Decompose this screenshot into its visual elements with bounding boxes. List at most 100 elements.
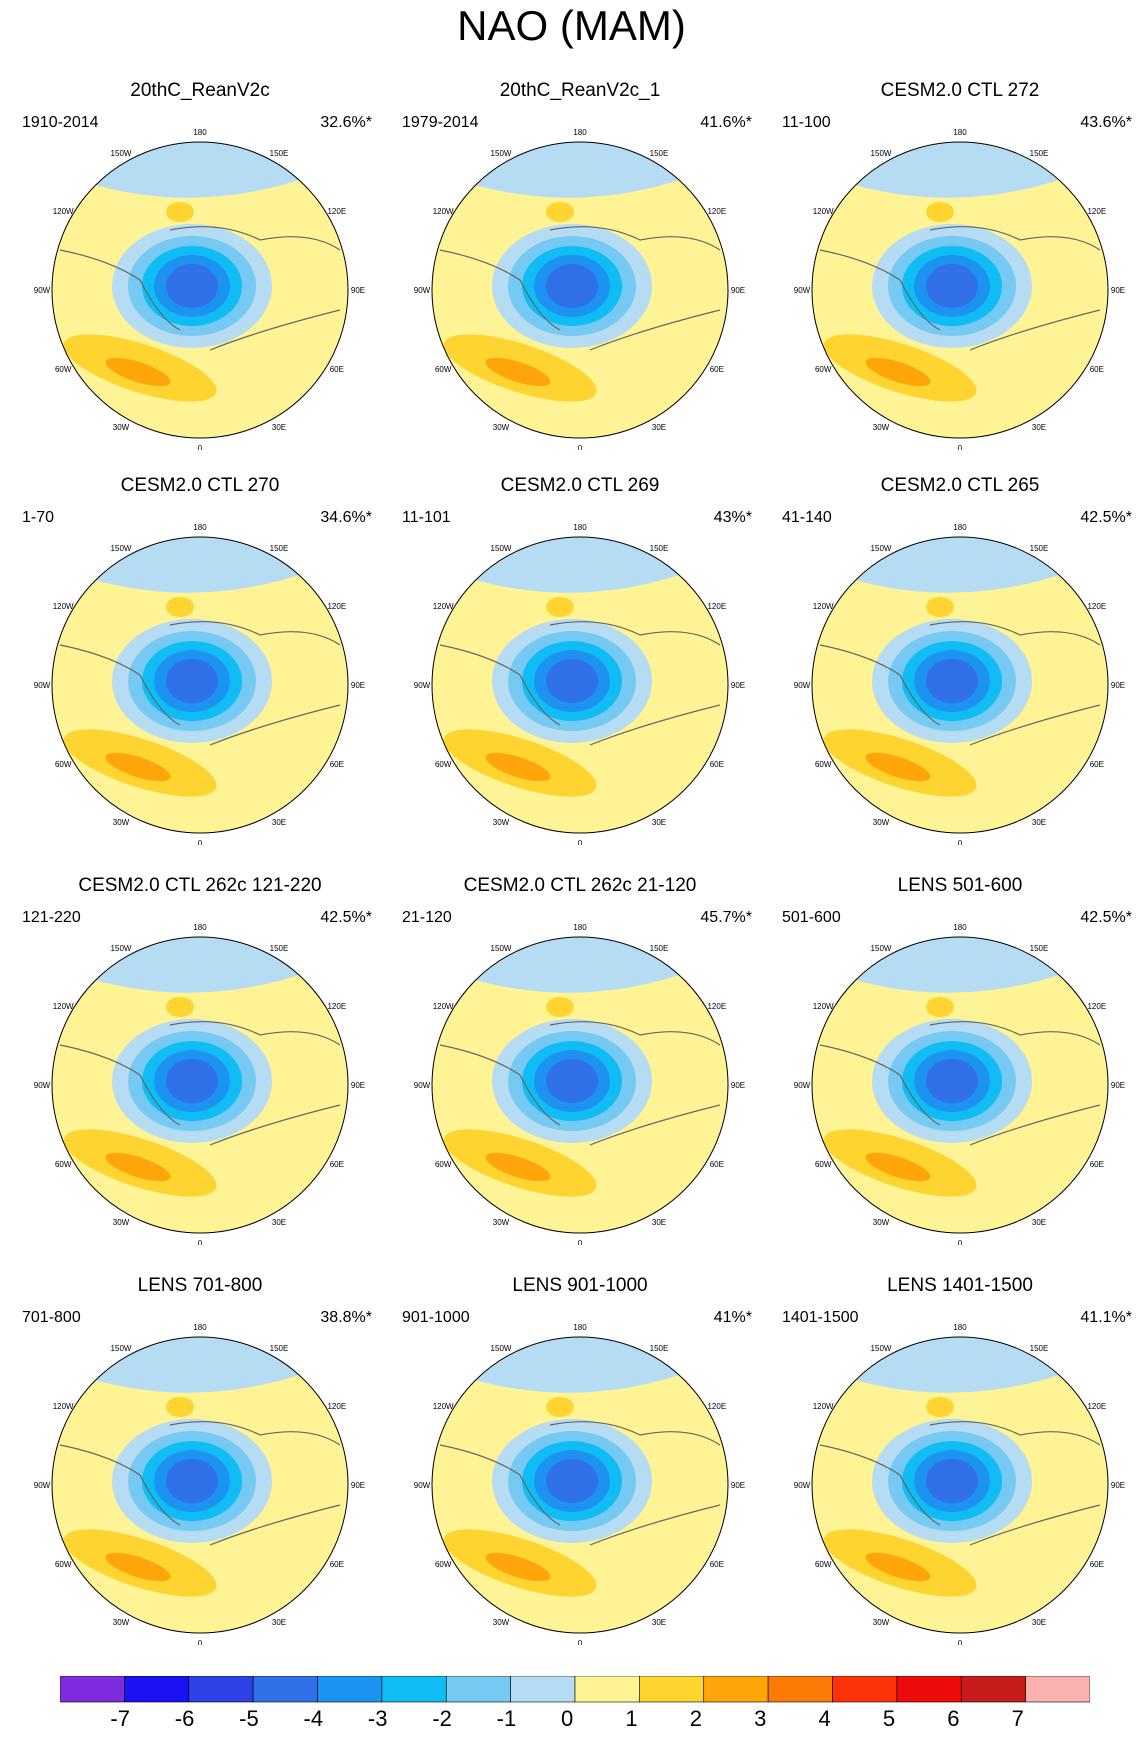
longitude-label: 60E — [710, 365, 724, 374]
colorbar-swatch — [60, 1676, 125, 1703]
longitude-label: 60W — [55, 1560, 72, 1569]
longitude-label: 180 — [573, 128, 587, 137]
longitude-label: 60W — [815, 1560, 832, 1569]
longitude-label: 180 — [193, 523, 207, 532]
longitude-label: 120E — [707, 602, 726, 611]
longitude-label: 30W — [493, 818, 510, 827]
longitude-label: 0 — [578, 839, 583, 845]
longitude-label: 120E — [1087, 602, 1106, 611]
pacific-high-contour — [926, 202, 954, 222]
panel-title: 20thC_ReanV2c — [130, 80, 270, 101]
longitude-label: 30W — [493, 1218, 510, 1227]
pacific-high-contour — [166, 1397, 194, 1417]
pacific-high-contour — [926, 597, 954, 617]
longitude-label: 150E — [270, 944, 289, 953]
arctic-low-contour — [546, 659, 598, 703]
map-border — [51, 1336, 349, 1634]
longitude-label: 30W — [113, 1618, 130, 1627]
longitude-label: 150E — [1030, 944, 1049, 953]
arctic-low-contour — [546, 264, 598, 308]
longitude-label: 60E — [1090, 760, 1104, 769]
map-border — [811, 141, 1109, 439]
map-border — [431, 1336, 729, 1634]
map-border — [811, 936, 1109, 1234]
colorbar-swatch — [960, 1676, 1026, 1703]
longitude-label: 90E — [351, 1481, 365, 1490]
polar-map: 180 150W 150E 120W 120E 90W 90E 60W 60E 30W 30E 0 — [794, 523, 1125, 845]
panel-explained-variance: 41.6%* — [700, 114, 752, 131]
pacific-high-contour — [166, 202, 194, 222]
atlantic-high-core — [105, 1152, 171, 1182]
panel-years: 21-120 — [402, 909, 452, 926]
longitude-label: 0 — [578, 1639, 583, 1645]
longitude-label: 0 — [958, 1639, 963, 1645]
longitude-label: 150W — [111, 944, 132, 953]
map-border — [51, 536, 349, 834]
longitude-label: 90E — [1111, 1081, 1125, 1090]
polar-map: 180 150W 150E 120W 120E 90W 90E 60W 60E 30W 30E 0 — [794, 128, 1125, 450]
longitude-label: 90E — [1111, 681, 1125, 690]
panel-title: LENS 501-600 — [897, 875, 1023, 896]
longitude-label: 150W — [491, 149, 512, 158]
longitude-label: 120E — [707, 207, 726, 216]
figure-title: NAO (MAM) — [457, 2, 686, 49]
longitude-label: 180 — [193, 128, 207, 137]
longitude-label: 90W — [794, 1081, 811, 1090]
colorbar-swatch — [767, 1676, 833, 1703]
longitude-label: 60E — [1090, 1160, 1104, 1169]
longitude-label: 60E — [1090, 365, 1104, 374]
longitude-label: 120E — [1087, 1002, 1106, 1011]
longitude-label: 90E — [731, 286, 745, 295]
longitude-label: 150W — [871, 149, 892, 158]
longitude-label: 0 — [958, 1239, 963, 1245]
colorbar-swatch — [188, 1676, 254, 1703]
longitude-label: 120E — [327, 1402, 346, 1411]
colorbar-tick: -2 — [432, 1706, 452, 1731]
panel-explained-variance: 42.5%* — [1080, 509, 1132, 526]
longitude-label: 60W — [815, 365, 832, 374]
longitude-label: 60W — [815, 760, 832, 769]
panel-title: LENS 701-800 — [137, 1275, 263, 1296]
longitude-label: 0 — [198, 839, 203, 845]
longitude-label: 120W — [53, 207, 74, 216]
pacific-high-contour — [166, 597, 194, 617]
colorbar-tick: 6 — [947, 1706, 960, 1731]
longitude-label: 0 — [198, 1639, 203, 1645]
longitude-label: 30E — [272, 423, 286, 432]
colorbar-tick: 5 — [882, 1706, 896, 1731]
longitude-label: 60W — [435, 1160, 452, 1169]
longitude-label: 120W — [433, 602, 454, 611]
longitude-label: 90E — [731, 681, 745, 690]
panel-years: 1401-1500 — [782, 1309, 859, 1326]
arctic-low-contour — [166, 1459, 218, 1503]
longitude-label: 150W — [871, 1344, 892, 1353]
longitude-label: 30E — [652, 1218, 666, 1227]
panel-years: 901-1000 — [402, 1309, 470, 1326]
panel-explained-variance: 43%* — [713, 509, 752, 526]
longitude-label: 150E — [270, 544, 289, 553]
coastlines — [819, 1021, 1101, 1146]
longitude-label: 30W — [873, 1218, 890, 1227]
map-panel: LENS 501-600 501-600 42.5%* 180 150W 150E 120W… — [770, 875, 1143, 1270]
map-panel: CESM2.0 CTL 270 1-70 34.6%* 180 150W 150E 120W… — [10, 475, 390, 870]
longitude-label: 30E — [272, 1618, 286, 1627]
arctic-low-contour — [166, 264, 218, 308]
panel-title: CESM2.0 CTL 262c 21-120 — [463, 875, 697, 896]
longitude-label: 30W — [113, 423, 130, 432]
panel-years: 1-70 — [22, 509, 55, 526]
longitude-label: 150E — [650, 944, 669, 953]
longitude-label: 90E — [1111, 1481, 1125, 1490]
longitude-label: 150E — [1030, 1344, 1049, 1353]
longitude-label: 90E — [731, 1481, 745, 1490]
longitude-label: 150E — [650, 149, 669, 158]
longitude-label: 30E — [272, 1218, 286, 1227]
longitude-label: 120W — [813, 207, 834, 216]
arctic-low-contour — [926, 264, 978, 308]
coastlines — [59, 226, 341, 351]
atlantic-high-core — [105, 1552, 171, 1582]
colorbar-tick: 1 — [625, 1706, 638, 1731]
panel-years: 121-220 — [22, 909, 81, 926]
longitude-label: 90E — [731, 1081, 745, 1090]
map-border — [431, 936, 729, 1234]
panel-explained-variance: 38.8%* — [320, 1309, 372, 1326]
